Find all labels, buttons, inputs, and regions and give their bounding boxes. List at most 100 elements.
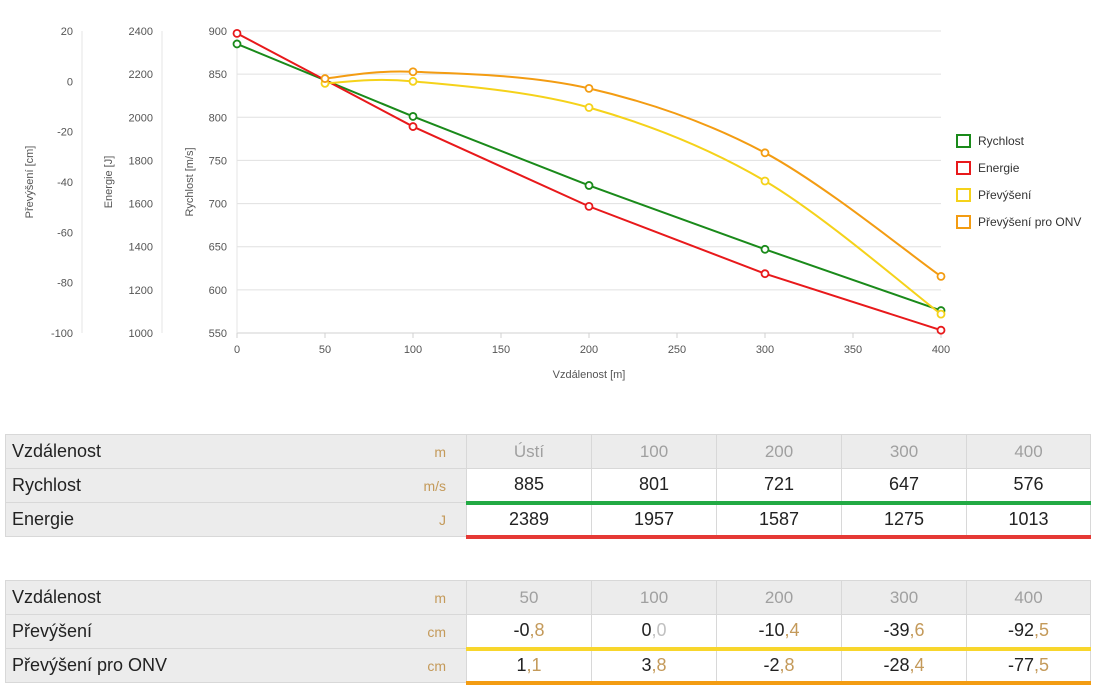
column-header: 50: [466, 580, 592, 615]
drop-tick-label: 0: [67, 76, 73, 88]
row-unit: cm: [365, 614, 467, 649]
series-1-point: [936, 325, 946, 335]
legend-swatch: [956, 161, 971, 175]
column-header: 300: [841, 434, 967, 469]
table-cell: 647: [841, 468, 967, 505]
table-cell: 3,8: [591, 648, 717, 685]
header-label: Vzdálenost: [5, 434, 366, 469]
series-0-line: [236, 43, 942, 312]
table-cell: 801: [591, 468, 717, 505]
energy-tick-label: 1600: [129, 199, 153, 211]
row-label: Převýšení: [5, 614, 366, 649]
series-3-line: [324, 70, 942, 278]
speed-tick-label: 550: [209, 328, 227, 340]
table-cell: 0,0: [591, 614, 717, 651]
drop-tick-label: -20: [57, 127, 73, 139]
speed-tick-label: 850: [209, 69, 227, 81]
drop-table: Vzdálenost m 50 100 200 300 400 Převýšen…: [5, 580, 1091, 685]
energy-tick-label: 1200: [129, 285, 153, 297]
series-3-point: [584, 83, 594, 93]
drop-tick-label: -100: [51, 328, 73, 340]
table-cell: -0,8: [466, 614, 592, 651]
energy-tick-label: 1000: [129, 328, 153, 340]
series-2-line: [324, 78, 942, 315]
legend-swatch: [956, 215, 971, 229]
series-1-point: [408, 122, 418, 131]
row-unit: m/s: [365, 468, 467, 503]
legend-label: Převýšení pro ONV: [978, 215, 1081, 229]
legend-swatch: [956, 188, 971, 202]
series-1-point: [760, 269, 770, 279]
series-3-point: [408, 67, 418, 77]
table-cell: -77,5: [966, 648, 1091, 685]
drop-tick-label: 20: [61, 26, 73, 38]
table-cell: 721: [716, 468, 842, 505]
drop-tick-label: -40: [57, 177, 73, 189]
series-0-point: [408, 112, 418, 121]
series-0-point: [232, 39, 242, 49]
drop-tick-label: -80: [57, 278, 73, 290]
drop-axis-title: Převýšení [cm]: [24, 146, 36, 219]
table-row-energy: Energie J 2389 1957 1587 1275 1013: [5, 502, 1091, 539]
speed-tick-label: 800: [209, 112, 227, 124]
row-label: Rychlost: [5, 468, 366, 503]
table-cell: 1,1: [466, 648, 592, 685]
column-header: 100: [591, 580, 717, 615]
table-row-drop-onv: Převýšení pro ONV cm 1,1 3,8 -2,8 -28,4 …: [5, 648, 1091, 685]
speed-tick-label: 600: [209, 285, 227, 297]
legend-label: Převýšení: [978, 188, 1032, 202]
table-row-speed: Rychlost m/s 885 801 721 647 576: [5, 468, 1091, 505]
x-tick-label: 350: [844, 344, 862, 356]
table-cell: -2,8: [716, 648, 842, 685]
series-3-point: [936, 271, 946, 281]
series-0-point: [584, 181, 594, 190]
x-tick-label: 400: [932, 344, 950, 356]
energy-tick-label: 2200: [129, 69, 153, 81]
column-header: 400: [966, 580, 1091, 615]
x-tick-label: 300: [756, 344, 774, 356]
energy-tick-label: 2400: [129, 26, 153, 38]
header-unit: m: [365, 434, 467, 469]
table-cell: -92,5: [966, 614, 1091, 651]
table-cell: 1587: [716, 502, 842, 539]
drop-tick-label: -60: [57, 227, 73, 239]
table-cell: 2389: [466, 502, 592, 539]
legend-swatch: [956, 134, 971, 148]
x-tick-label: 100: [404, 344, 422, 356]
table-header-row: Vzdálenost m 50 100 200 300 400: [5, 580, 1091, 615]
x-tick-label: 50: [319, 344, 331, 356]
legend-label: Energie: [978, 161, 1020, 175]
energy-axis-title: Energie [J]: [103, 156, 115, 209]
column-header: Ústí: [466, 434, 592, 469]
series-3-point: [760, 148, 770, 158]
legend-label: Rychlost: [978, 134, 1025, 148]
table-cell: -39,6: [841, 614, 967, 651]
table-cell: 576: [966, 468, 1091, 505]
column-header: 200: [716, 434, 842, 469]
series-2-point: [936, 309, 946, 319]
x-tick-label: 150: [492, 344, 510, 356]
series-2-point: [584, 103, 594, 112]
table-cell: 885: [466, 468, 592, 505]
series-2-point: [760, 176, 770, 186]
table-cell: 1275: [841, 502, 967, 539]
table-row-drop: Převýšení cm -0,8 0,0 -10,4 -39,6 -92,5: [5, 614, 1091, 651]
header-unit: m: [365, 580, 467, 615]
row-label: Energie: [5, 502, 366, 537]
energy-tick-label: 2000: [129, 112, 153, 124]
x-tick-label: 200: [580, 344, 598, 356]
series-1-point: [584, 201, 594, 211]
speed-tick-label: 750: [209, 155, 227, 167]
series-2-point: [408, 76, 418, 86]
column-header: 200: [716, 580, 842, 615]
table-header-row: Vzdálenost m Ústí 100 200 300 400: [5, 434, 1091, 469]
table-cell: 1013: [966, 502, 1091, 539]
header-label: Vzdálenost: [5, 580, 366, 615]
x-tick-label: 0: [234, 344, 240, 356]
x-tick-label: 250: [668, 344, 686, 356]
column-header: 100: [591, 434, 717, 469]
column-header: 300: [841, 580, 967, 615]
row-unit: cm: [365, 648, 467, 683]
energy-tick-label: 1800: [129, 155, 153, 167]
